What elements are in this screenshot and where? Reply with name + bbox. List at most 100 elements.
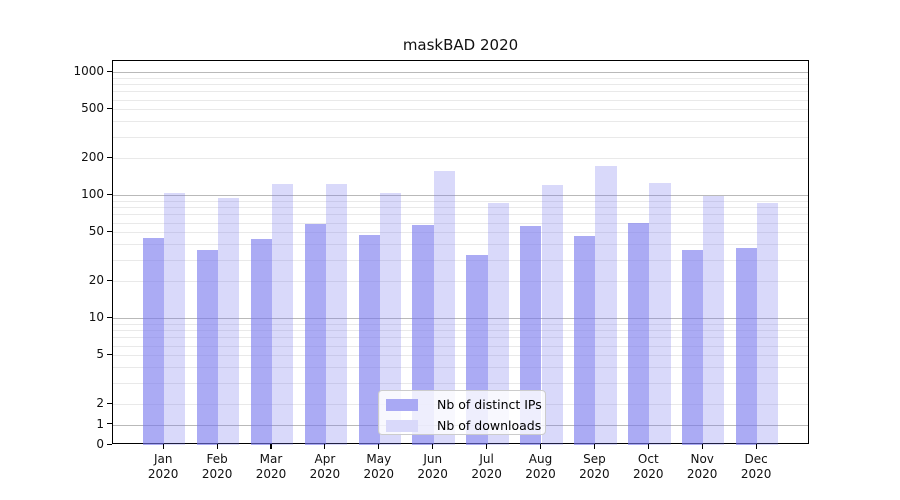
- x-tick-mark-jul: [486, 444, 488, 449]
- bar-distinct-ips-may: [358, 234, 380, 445]
- bar-distinct-ips-mar: [250, 239, 272, 445]
- y-tick-label-200: 200: [81, 150, 104, 165]
- bar-distinct-ips-nov: [681, 249, 704, 445]
- major-gridline-100: [113, 195, 808, 197]
- x-tick-label-jun: Jun 2020: [417, 452, 448, 481]
- chart-title: maskBAD 2020: [402, 36, 519, 54]
- y-tick-mark-200: [107, 156, 112, 158]
- minor-gridline-8: [113, 330, 808, 332]
- minor-gridline-20: [113, 281, 808, 283]
- minor-gridline-50: [113, 232, 808, 234]
- x-tick-mark-sep: [593, 444, 595, 449]
- y-tick-mark-1: [107, 423, 112, 425]
- minor-gridline-7: [113, 337, 808, 339]
- plot-area: Nb of distinct IPs Nb of downloads: [112, 60, 809, 445]
- minor-gridline-400: [113, 121, 808, 123]
- y-tick-label-100: 100: [81, 187, 104, 202]
- x-tick-label-feb: Feb 2020: [201, 452, 233, 481]
- minor-gridline-300: [113, 136, 808, 138]
- y-tick-mark-2: [107, 402, 112, 404]
- major-gridline-1000: [113, 72, 808, 74]
- minor-gridline-90: [113, 200, 808, 202]
- minor-gridline-200: [113, 158, 808, 160]
- legend-swatch-downloads: [386, 419, 418, 432]
- minor-gridline-80: [113, 207, 808, 209]
- bar-downloads-may: [379, 193, 402, 445]
- x-tick-mark-aug: [539, 444, 542, 449]
- minor-gridline-900: [113, 78, 808, 79]
- bar-distinct-ips-apr: [304, 223, 326, 445]
- x-tick-mark-mar: [270, 444, 272, 449]
- legend: Nb of distinct IPs Nb of downloads: [378, 390, 546, 435]
- bar-distinct-ips-sep: [574, 235, 596, 445]
- major-gridline-10: [113, 318, 808, 320]
- x-tick-mark-feb: [216, 444, 218, 449]
- bar-downloads-dec: [757, 202, 779, 445]
- bar-downloads-aug: [541, 184, 563, 445]
- legend-swatch-distinct-ips: [386, 398, 418, 411]
- bar-downloads-jan: [164, 193, 186, 445]
- minor-gridline-60: [113, 222, 808, 224]
- x-tick-mark-apr: [324, 444, 326, 449]
- x-tick-label-jan: Jan 2020: [147, 452, 179, 481]
- minor-gridline-700: [113, 91, 808, 93]
- y-tick-mark-50: [107, 230, 112, 232]
- x-tick-mark-oct: [647, 444, 649, 449]
- y-tick-mark-10: [107, 316, 112, 318]
- x-tick-mark-may: [378, 444, 380, 449]
- y-tick-mark-100: [107, 193, 112, 195]
- x-tick-label-mar: Mar 2020: [255, 452, 287, 481]
- bar-downloads-oct: [649, 182, 671, 445]
- minor-gridline-30: [113, 259, 808, 261]
- minor-gridline-3: [113, 382, 808, 384]
- minor-gridline-4: [113, 367, 808, 369]
- y-tick-mark-20: [107, 279, 112, 281]
- minor-gridline-5: [113, 355, 808, 357]
- minor-gridline-600: [113, 99, 808, 101]
- bar-downloads-jun: [433, 170, 455, 445]
- x-tick-label-oct: Oct 2020: [633, 452, 664, 481]
- x-tick-mark-nov: [701, 444, 703, 449]
- legend-row-distinct-ips: Nb of distinct IPs: [386, 396, 542, 413]
- y-tick-mark-5: [107, 353, 112, 355]
- legend-row-downloads: Nb of downloads: [386, 417, 541, 434]
- x-tick-label-apr: Apr 2020: [309, 452, 341, 481]
- y-tick-label-20: 20: [88, 273, 104, 288]
- x-tick-label-dec: Dec 2020: [740, 452, 772, 481]
- legend-label-distinct-ips: Nb of distinct IPs: [437, 397, 542, 412]
- y-tick-label-1: 1: [96, 416, 104, 431]
- y-tick-label-50: 50: [88, 224, 104, 239]
- minor-gridline-40: [113, 244, 808, 246]
- x-tick-label-aug: Aug 2020: [525, 452, 556, 481]
- x-tick-label-jul: Jul 2020: [471, 452, 502, 481]
- y-tick-label-500: 500: [81, 101, 104, 116]
- y-tick-mark-1000: [107, 70, 112, 73]
- minor-gridline-500: [113, 109, 808, 111]
- bar-distinct-ips-feb: [196, 249, 219, 445]
- bar-downloads-nov: [703, 195, 725, 445]
- bar-downloads-jul: [487, 203, 509, 445]
- bar-downloads-mar: [272, 183, 294, 445]
- minor-gridline-6: [113, 345, 808, 347]
- bar-downloads-sep: [595, 166, 617, 445]
- bar-downloads-apr: [325, 183, 348, 445]
- x-tick-mark-dec: [755, 444, 757, 449]
- minor-gridline-70: [113, 214, 808, 216]
- x-tick-label-nov: Nov 2020: [686, 452, 718, 481]
- y-tick-label-0: 0: [96, 437, 104, 451]
- x-tick-mark-jan: [162, 444, 164, 449]
- y-tick-label-5: 5: [96, 347, 104, 362]
- legend-label-downloads: Nb of downloads: [437, 418, 542, 433]
- bar-distinct-ips-dec: [735, 248, 758, 445]
- y-tick-label-2: 2: [96, 396, 104, 411]
- y-tick-label-1000: 1000: [73, 64, 104, 79]
- y-tick-mark-0: [107, 443, 112, 445]
- x-tick-mark-jun: [432, 444, 434, 449]
- bar-distinct-ips-oct: [628, 222, 650, 445]
- bar-downloads-feb: [218, 198, 240, 445]
- minor-gridline-9: [113, 323, 808, 325]
- y-tick-label-10: 10: [88, 310, 104, 325]
- minor-gridline-800: [113, 84, 808, 86]
- bar-distinct-ips-jan: [142, 237, 165, 445]
